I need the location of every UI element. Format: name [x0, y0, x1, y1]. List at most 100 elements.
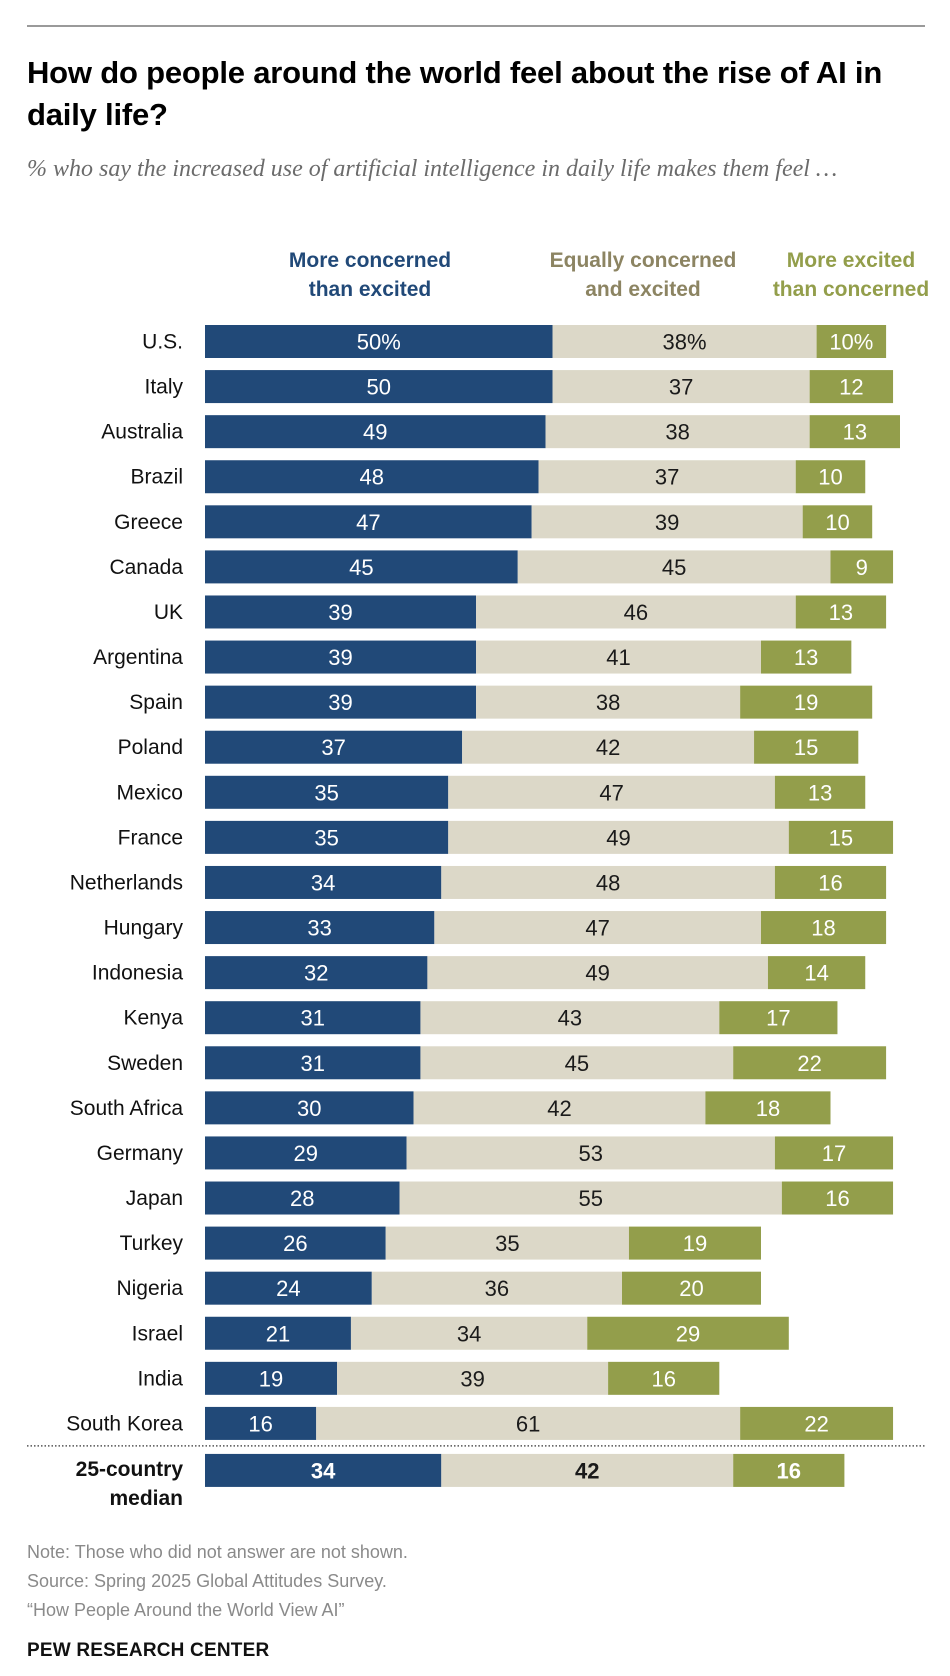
row-canada-value-equally-concerned-and-excited: 45: [662, 555, 686, 580]
chart-subtitle: % who say the increased use of artificia…: [27, 156, 838, 182]
row-poland-bar-more-excited-than-concerned: [754, 730, 859, 764]
legend-more-concerned: More concerned than excited: [250, 246, 490, 304]
row-kenya-bar-equally-concerned-and-excited: [420, 1001, 720, 1035]
footnotes: Note: Those who did not answer are not s…: [27, 1538, 408, 1625]
row-sweden-value-more-excited-than-concerned: 22: [797, 1051, 821, 1076]
row-greece-value-more-excited-than-concerned: 10: [825, 510, 849, 535]
row-u-s-bar-more-excited-than-concerned: [816, 325, 887, 358]
row-canada-bar-more-excited-than-concerned: [830, 550, 894, 584]
row-japan-bar-more-excited-than-concerned: [781, 1181, 894, 1215]
row-netherlands-bar-equally-concerned-and-excited: [441, 865, 775, 899]
row-south-korea-bar-more-concerned-than-excited: [205, 1406, 317, 1440]
row-median-bar-more-concerned-than-excited: [205, 1453, 442, 1487]
row-italy-label: Italy: [144, 376, 183, 399]
row-spain-label: Spain: [129, 691, 183, 714]
row-kenya-label: Kenya: [123, 1007, 183, 1030]
row-spain-value-equally-concerned-and-excited: 38: [596, 690, 620, 715]
row-germany-value-more-concerned-than-excited: 29: [294, 1141, 318, 1166]
row-germany-bar-more-excited-than-concerned: [774, 1136, 894, 1170]
summary-label-line2: median: [109, 1487, 183, 1510]
row-japan-value-equally-concerned-and-excited: 55: [578, 1186, 602, 1211]
row-south-korea-label: South Korea: [66, 1412, 183, 1435]
row-south-korea-value-more-excited-than-concerned: 22: [804, 1411, 828, 1436]
row-germany-value-equally-concerned-and-excited: 53: [578, 1141, 602, 1166]
row-south-africa-bar-more-excited-than-concerned: [705, 1091, 831, 1125]
row-uk-label: UK: [154, 601, 183, 624]
legend-more-concerned-line1: More concerned: [288, 249, 452, 272]
legend-equally-concerned-line1: Equally concerned: [549, 249, 737, 272]
row-australia-bar-equally-concerned-and-excited: [545, 415, 810, 449]
legend-equally-concerned: Equally concerned and excited: [528, 246, 758, 304]
row-uk-bar-equally-concerned-and-excited: [476, 595, 796, 629]
row-australia-value-equally-concerned-and-excited: 38: [665, 420, 689, 445]
row-nigeria-value-more-excited-than-concerned: 20: [679, 1276, 703, 1301]
row-sweden-value-more-concerned-than-excited: 31: [300, 1051, 324, 1076]
note-text: Note: Those who did not answer are not s…: [27, 1542, 408, 1562]
row-kenya-value-more-excited-than-concerned: 17: [766, 1006, 790, 1031]
row-canada-value-more-concerned-than-excited: 45: [349, 555, 373, 580]
row-uk-value-more-excited-than-concerned: 13: [829, 600, 853, 625]
row-greece-value-equally-concerned-and-excited: 39: [655, 510, 679, 535]
row-canada-value-more-excited-than-concerned: 9: [856, 555, 868, 580]
row-argentina-bar-more-excited-than-concerned: [761, 640, 852, 674]
row-india-bar-more-excited-than-concerned: [608, 1361, 720, 1395]
row-greece-bar-more-concerned-than-excited: [205, 505, 532, 539]
row-turkey-value-more-concerned-than-excited: 26: [283, 1231, 307, 1256]
top-rule: [27, 25, 925, 27]
row-france-bar-more-excited-than-concerned: [788, 820, 894, 854]
row-turkey-value-more-excited-than-concerned: 19: [683, 1231, 707, 1256]
legend-equally-concerned-line2: and excited: [585, 278, 701, 301]
row-median-bar-equally-concerned-and-excited: [441, 1453, 734, 1487]
row-canada-bar-more-concerned-than-excited: [205, 550, 518, 584]
row-greece-value-more-concerned-than-excited: 47: [356, 510, 380, 535]
row-u-s-bar-more-concerned-than-excited: [205, 325, 553, 358]
row-germany-value-more-excited-than-concerned: 17: [822, 1141, 846, 1166]
row-greece-label: Greece: [114, 511, 183, 534]
row-sweden-value-equally-concerned-and-excited: 45: [565, 1051, 589, 1076]
row-u-s-bar-equally-concerned-and-excited: [552, 325, 817, 358]
row-south-africa-bar-equally-concerned-and-excited: [413, 1091, 706, 1125]
row-kenya-bar-more-concerned-than-excited: [205, 1001, 421, 1035]
row-india-bar-equally-concerned-and-excited: [337, 1361, 609, 1395]
summary-label-line1: 25-country: [76, 1458, 184, 1481]
row-brazil-bar-equally-concerned-and-excited: [538, 460, 796, 494]
chart-title: How do people around the world feel abou…: [27, 55, 883, 132]
row-japan-bar-equally-concerned-and-excited: [399, 1181, 782, 1215]
row-mexico-value-more-concerned-than-excited: 35: [314, 780, 338, 805]
row-sweden-bar-more-concerned-than-excited: [205, 1046, 421, 1080]
row-spain-value-more-excited-than-concerned: 19: [794, 690, 818, 715]
row-hungary-label: Hungary: [104, 917, 184, 940]
row-india-value-equally-concerned-and-excited: 39: [460, 1366, 484, 1391]
row-nigeria-value-equally-concerned-and-excited: 36: [485, 1276, 509, 1301]
row-italy-value-more-concerned-than-excited: 50: [367, 375, 391, 400]
row-south-africa-bar-more-concerned-than-excited: [205, 1091, 414, 1125]
row-south-korea-bar-equally-concerned-and-excited: [316, 1406, 741, 1440]
row-poland-label: Poland: [118, 736, 183, 759]
row-argentina-label: Argentina: [93, 646, 183, 669]
row-indonesia-label: Indonesia: [92, 962, 183, 985]
row-mexico-value-more-excited-than-concerned: 13: [808, 780, 832, 805]
row-hungary-bar-more-concerned-than-excited: [205, 911, 435, 945]
row-mexico-bar-more-concerned-than-excited: [205, 775, 449, 809]
row-median-value-equally-concerned-and-excited: 42: [575, 1458, 599, 1483]
row-south-korea-value-equally-concerned-and-excited: 61: [516, 1411, 540, 1436]
legend-more-excited-line1: More excited: [786, 249, 916, 272]
row-nigeria-bar-more-concerned-than-excited: [205, 1271, 372, 1305]
row-argentina-value-more-excited-than-concerned: 13: [794, 645, 818, 670]
row-israel-value-equally-concerned-and-excited: 34: [457, 1321, 481, 1346]
row-israel-bar-more-concerned-than-excited: [205, 1316, 351, 1350]
row-canada-label: Canada: [109, 556, 183, 579]
row-australia-bar-more-concerned-than-excited: [205, 415, 546, 449]
row-turkey-bar-more-excited-than-concerned: [628, 1226, 761, 1260]
row-south-korea-bar-more-excited-than-concerned: [740, 1406, 894, 1440]
row-uk-bar-more-excited-than-concerned: [795, 595, 887, 629]
row-south-africa-value-equally-concerned-and-excited: 42: [547, 1096, 571, 1121]
row-uk-bar-more-concerned-than-excited: [205, 595, 477, 629]
row-median-value-more-concerned-than-excited: 34: [311, 1458, 336, 1483]
row-australia-value-more-excited-than-concerned: 13: [843, 420, 867, 445]
row-india-value-more-concerned-than-excited: 19: [259, 1366, 283, 1391]
row-turkey-bar-equally-concerned-and-excited: [385, 1226, 629, 1260]
row-japan-value-more-concerned-than-excited: 28: [290, 1186, 314, 1211]
row-uk-value-equally-concerned-and-excited: 46: [624, 600, 648, 625]
